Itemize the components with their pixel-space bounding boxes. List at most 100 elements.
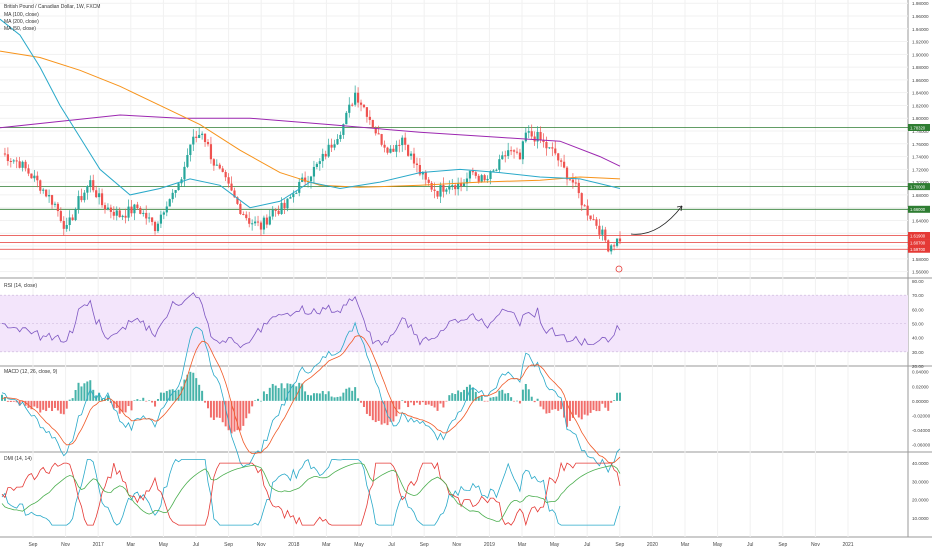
macd-histogram-bar xyxy=(433,400,436,408)
macd-histogram-bar xyxy=(524,383,527,401)
price-tick-label: 1.58000 xyxy=(912,257,929,262)
macd-pane[interactable] xyxy=(1,321,621,474)
price-tick-label: 1.56000 xyxy=(912,270,929,275)
candle-body xyxy=(545,142,548,149)
candle-body xyxy=(86,186,89,193)
macd-histogram-bar xyxy=(80,386,83,401)
candle-body xyxy=(177,183,180,191)
dmi-pane[interactable] xyxy=(1,458,621,527)
rsi-tick-label: 30.00 xyxy=(912,350,924,355)
candle-body xyxy=(265,217,268,225)
macd-histogram-bar xyxy=(480,395,483,401)
macd-histogram-bar xyxy=(371,400,374,421)
time-tick-label: Sep xyxy=(778,542,787,548)
candle-body xyxy=(504,155,507,157)
macd-histogram-bar xyxy=(1,394,3,401)
macd-histogram-bar xyxy=(295,386,298,401)
macd-histogram-bar xyxy=(616,392,619,401)
macd-histogram-bar xyxy=(101,398,104,401)
macd-histogram-bar xyxy=(604,400,607,408)
macd-histogram-bar xyxy=(6,400,9,402)
candle-body xyxy=(548,147,551,149)
candle-body xyxy=(565,167,569,180)
candle-body xyxy=(42,189,45,191)
time-tick-label: May xyxy=(159,542,169,548)
candle-body xyxy=(183,166,186,180)
macd-histogram-bar xyxy=(592,400,595,411)
level-tag xyxy=(908,123,930,131)
macd-histogram-bar xyxy=(83,383,86,401)
candle-body xyxy=(21,161,24,168)
candle-body xyxy=(159,214,163,224)
macd-histogram-bar xyxy=(454,394,457,401)
level-tag xyxy=(908,205,930,213)
macd-histogram-bar xyxy=(498,390,501,401)
macd-histogram-bar xyxy=(398,400,401,410)
macd-histogram-bar xyxy=(312,393,315,401)
macd-histogram-bar xyxy=(195,378,198,401)
macd-histogram-bar xyxy=(566,400,569,427)
candle-body xyxy=(230,183,233,191)
candle-body xyxy=(150,217,154,222)
macd-histogram-bar xyxy=(507,393,510,401)
candle-body xyxy=(198,134,201,138)
macd-histogram-bar xyxy=(392,400,395,422)
macd-histogram-bar xyxy=(342,392,345,401)
rsi-pane[interactable] xyxy=(0,292,908,353)
candle-body xyxy=(165,206,168,213)
macd-histogram-bar xyxy=(42,400,45,410)
macd-histogram-bar xyxy=(154,400,157,407)
macd-histogram-bar xyxy=(413,400,415,406)
candle-body xyxy=(268,216,271,225)
candle-body xyxy=(33,175,36,179)
candle-body xyxy=(286,198,289,209)
dmi-tick-label: 10.0000 xyxy=(912,516,929,521)
macd-histogram-bar xyxy=(262,391,265,401)
candle-body xyxy=(321,153,324,162)
macd-histogram-bar xyxy=(533,400,536,403)
macd-histogram-bar xyxy=(180,386,183,401)
candle-body xyxy=(415,163,419,166)
macd-histogram-bar xyxy=(557,400,560,411)
candle-body xyxy=(445,189,448,192)
candle-body xyxy=(554,148,557,154)
candle-body xyxy=(318,161,321,164)
candle-body xyxy=(589,215,592,220)
macd-histogram-bar xyxy=(98,392,101,401)
macd-histogram-bar xyxy=(233,400,236,432)
candle-body xyxy=(162,212,165,215)
macd-histogram-bar xyxy=(333,397,336,401)
macd-histogram-bar xyxy=(380,400,383,425)
candle-body xyxy=(539,131,542,140)
macd-histogram-bar xyxy=(171,389,174,401)
candle-body xyxy=(498,159,501,170)
candle-body xyxy=(315,163,318,167)
candle-body xyxy=(342,124,345,135)
macd-histogram-bar xyxy=(118,400,121,414)
candle-body xyxy=(462,183,466,187)
price-tick-label: 1.72000 xyxy=(912,167,929,172)
time-tick-label: Jul xyxy=(747,542,753,548)
macd-histogram-bar xyxy=(407,400,410,408)
candle-body xyxy=(574,182,577,184)
candle-body xyxy=(339,134,342,140)
level-tag-label: 1.60700 xyxy=(910,240,926,245)
candle-body xyxy=(542,139,545,143)
dmi-label: DMI (14, 14) xyxy=(4,456,32,462)
candle-body xyxy=(77,196,80,210)
candle-body xyxy=(153,221,157,232)
macd-histogram-bar xyxy=(189,371,192,401)
candle-body xyxy=(298,181,301,193)
macd-histogram-bar xyxy=(486,400,489,402)
macd-histogram-bar xyxy=(186,374,189,401)
macd-histogram-bar xyxy=(457,390,460,401)
candle-body xyxy=(474,172,477,176)
time-axis: Sep Nov 2017 Mar May Jul Sep Nov 2018 Mar May Jul Se… xyxy=(29,542,854,548)
macd-histogram-bar xyxy=(495,396,498,401)
candle-body xyxy=(418,165,421,175)
candle-body xyxy=(356,92,360,103)
price-pane[interactable] xyxy=(0,18,908,273)
macd-histogram-bar xyxy=(289,383,292,401)
candle-body xyxy=(65,225,68,229)
